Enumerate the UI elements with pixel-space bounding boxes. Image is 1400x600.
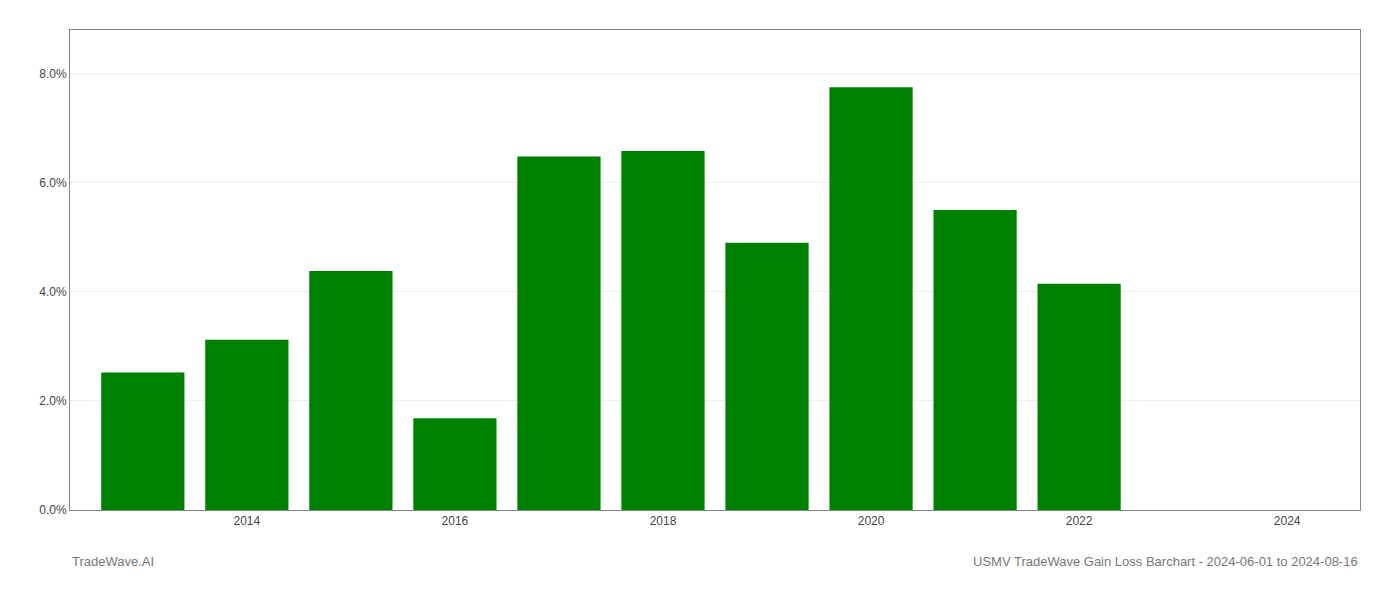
svg-text:2022: 2022	[1066, 514, 1093, 528]
svg-text:2014: 2014	[233, 514, 260, 528]
svg-text:8.0%: 8.0%	[39, 67, 67, 81]
svg-text:USMV TradeWave Gain Loss Barch: USMV TradeWave Gain Loss Barchart - 2024…	[973, 554, 1358, 569]
svg-text:0.0%: 0.0%	[39, 503, 67, 517]
svg-text:2.0%: 2.0%	[39, 394, 67, 408]
svg-text:2024: 2024	[1274, 514, 1301, 528]
svg-text:TradeWave.AI: TradeWave.AI	[72, 554, 154, 569]
svg-text:2018: 2018	[650, 514, 677, 528]
svg-text:2020: 2020	[858, 514, 885, 528]
svg-text:4.0%: 4.0%	[39, 285, 67, 299]
svg-text:2016: 2016	[442, 514, 469, 528]
svg-text:6.0%: 6.0%	[39, 176, 67, 190]
